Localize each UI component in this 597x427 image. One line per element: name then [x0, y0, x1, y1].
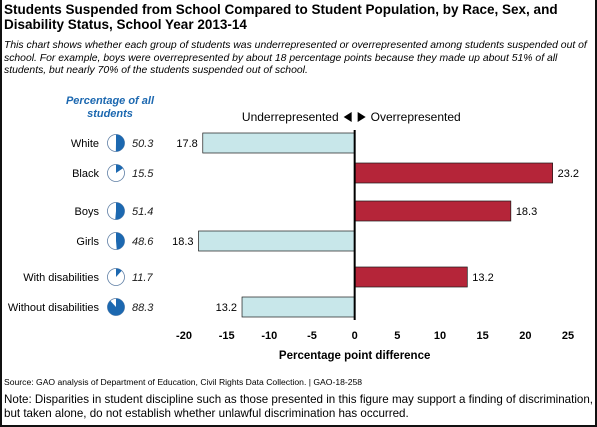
right-arrow-icon: [357, 112, 366, 122]
footnote: Note: Disparities in student discipline …: [4, 393, 594, 420]
left-arrow-icon: [343, 112, 352, 122]
legend-over-label: Overrepresented: [371, 110, 461, 124]
bar-value-label: 17.8: [176, 138, 197, 150]
bar: [354, 266, 468, 288]
x-tick-label: -5: [307, 330, 317, 342]
x-tick-label: 15: [477, 330, 489, 342]
share-value-label: 88.3: [132, 302, 154, 314]
legend-under-label: Underrepresented: [242, 110, 339, 124]
x-axis-title: Percentage point difference: [279, 350, 430, 362]
chart-title: Students Suspended from School Compared …: [4, 2, 558, 32]
x-tick-label: 25: [562, 330, 574, 342]
bar-value-label: 13.2: [216, 302, 237, 314]
bar-value-label: 18.3: [172, 236, 193, 248]
source-note: Source: GAO analysis of Department of Ed…: [4, 377, 363, 387]
category-label: Boys: [75, 206, 100, 218]
share-value-label: 48.6: [132, 236, 154, 248]
share-column-header: Percentage of all students: [65, 95, 155, 120]
share-value-label: 11.7: [132, 272, 153, 284]
x-tick-label: 0: [352, 330, 358, 342]
x-tick-label: -20: [176, 330, 192, 342]
category-label: With disabilities: [23, 272, 99, 284]
share-pie-slice: [115, 202, 125, 220]
bar: [354, 200, 512, 222]
bar-value-label: 23.2: [558, 168, 579, 180]
share-pie-slice: [116, 164, 124, 173]
x-tick-label: -10: [261, 330, 277, 342]
share-value-label: 50.3: [132, 138, 154, 150]
x-tick-label: 20: [519, 330, 531, 342]
bar: [198, 230, 356, 252]
share-pie-slice: [115, 134, 125, 152]
x-tick-label: 10: [434, 330, 446, 342]
bar: [241, 296, 356, 318]
bar: [354, 162, 553, 184]
category-label: Black: [72, 168, 99, 180]
bar-value-label: 18.3: [516, 206, 537, 218]
chart-subtitle: This chart shows whether each group of s…: [4, 40, 587, 76]
bar-value-label: 13.2: [472, 272, 493, 284]
x-tick-label: -15: [219, 330, 235, 342]
category-label: White: [71, 138, 99, 150]
bar: [202, 132, 356, 154]
category-label: Girls: [76, 236, 99, 248]
share-pie-slice: [116, 232, 125, 250]
share-value-label: 15.5: [132, 168, 154, 180]
share-pie-slice: [116, 268, 122, 277]
category-label: Without disabilities: [8, 302, 100, 314]
share-pie-slice: [107, 298, 125, 316]
share-value-label: 51.4: [132, 206, 153, 218]
x-tick-label: 5: [394, 330, 400, 342]
